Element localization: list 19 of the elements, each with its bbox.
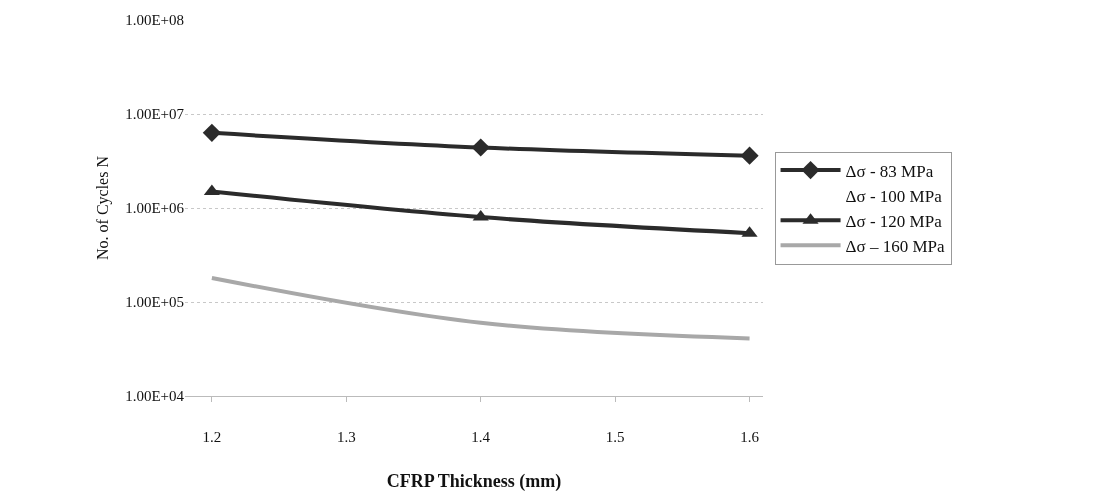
y-tick-label: 1.00E+06 <box>125 200 185 217</box>
point <box>740 146 759 165</box>
legend-label: Δσ - 120 MPa <box>845 211 943 231</box>
legend-label: Δσ - 83 MPa <box>845 161 934 181</box>
point <box>471 138 490 157</box>
x-tick-label: 1.3 <box>336 429 356 445</box>
x-tick-label: 1.4 <box>471 429 491 445</box>
x-axis-title: CFRP Thickness (mm) <box>386 471 562 493</box>
y-axis-title: No. of Cycles N <box>94 155 113 260</box>
text: Δσ - 100 MPa <box>845 186 943 206</box>
y-tick-label: 1.00E+08 <box>125 12 184 29</box>
x-tick-label: 1.6 <box>740 429 760 445</box>
point <box>202 123 221 142</box>
x-tick-label: 1.2 <box>202 429 222 445</box>
y-tick-label: 1.00E+07 <box>125 106 185 123</box>
legend-label: Δσ – 160 MPa <box>845 236 945 256</box>
x-tick-label: 1.5 <box>605 429 625 445</box>
y-tick-label: 1.00E+04 <box>125 388 185 405</box>
y-tick-label: 1.00E+05 <box>125 294 184 311</box>
